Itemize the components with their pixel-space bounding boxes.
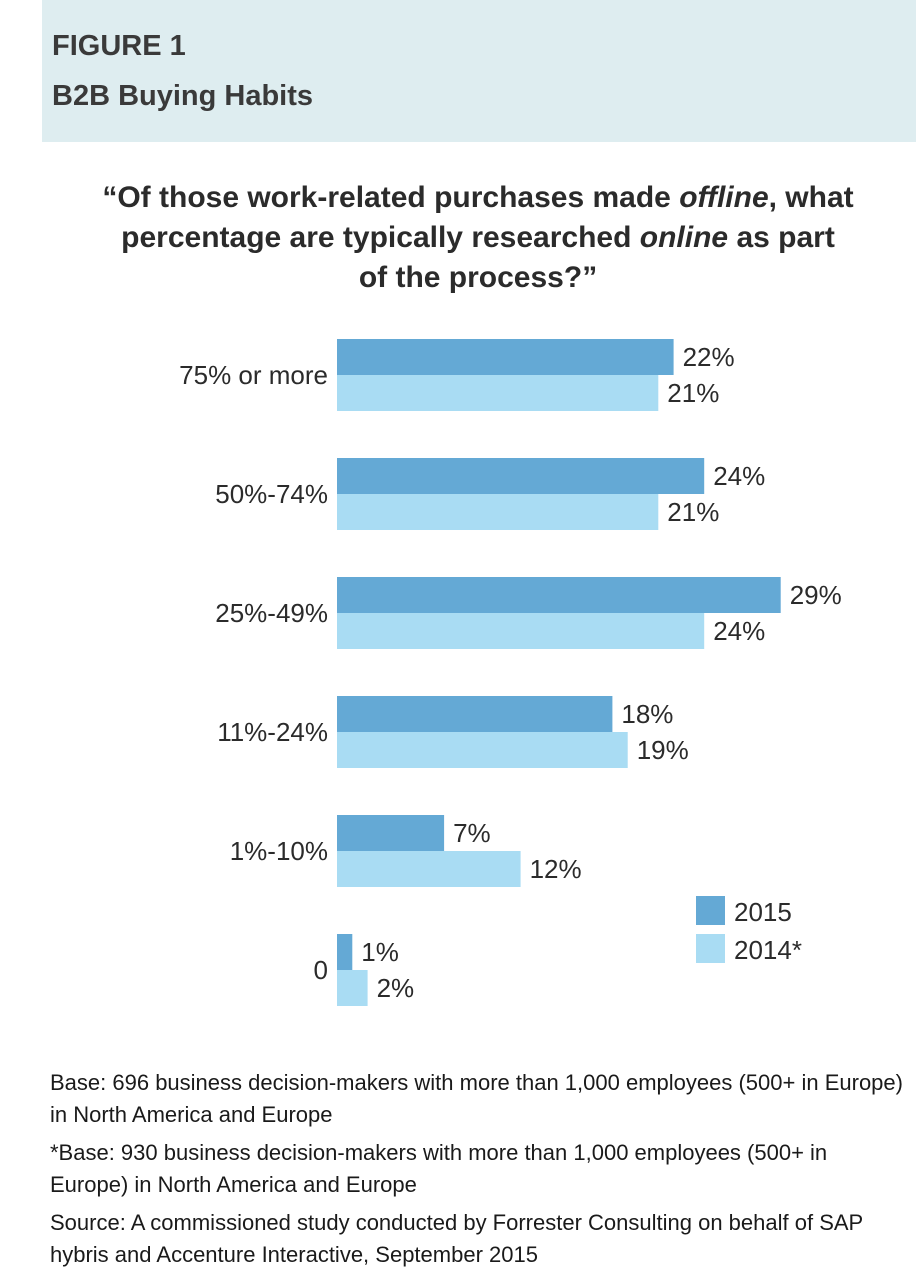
category-label: 1%-10% [230,836,328,866]
value-label: 2% [377,973,415,1003]
bar-2014-1 [337,375,659,411]
bar-chart: 75% or more 22% 21% 50%-74% 24% 21% 25%-49% 29%… [179,339,842,1006]
question-text-2b: as part [728,221,835,254]
question-em-online: online [639,221,729,254]
survey-question: “Of those work-related purchases made of… [40,178,916,298]
footnotes: Base: 696 business decision-makers with … [50,1067,910,1277]
category-label: 50%-74% [215,479,328,509]
bar-2015-4 [337,696,613,732]
bar-2014-2 [337,494,659,530]
bar-2015-3 [337,577,781,613]
bar-2015-1 [337,339,674,375]
legend-label-2015: 2015 [734,897,792,927]
legend-swatch-2015 [696,896,725,925]
question-text-1b: , what [768,181,854,214]
question-text-2a: percentage are typically researched [121,221,640,254]
question-line-1: “Of those work-related purchases made of… [40,178,916,218]
figure-title: B2B Buying Habits [52,80,314,112]
category-label: 11%-24% [217,717,328,747]
question-text-3: of the process? [358,261,583,294]
question-line-2: percentage are typically researched onli… [40,218,916,258]
bar-2014-6 [337,970,368,1006]
value-label: 7% [453,818,491,848]
question-text-1a: Of those work-related purchases made [117,181,680,214]
bar-2015-6 [337,934,353,970]
value-label: 29% [790,580,842,610]
open-quote: “ [102,181,118,214]
category-label: 25%-49% [215,598,328,628]
value-label: 24% [713,616,765,646]
question-em-offline: offline [679,181,769,214]
value-label: 12% [530,854,582,884]
close-quote: ” [582,261,598,294]
question-line-3: of the process?” [40,258,916,298]
value-label: 21% [667,378,719,408]
note-base: Base: 696 business decision-makers with … [50,1070,903,1127]
bar-2015-5 [337,815,445,851]
legend-label-2014: 2014* [734,935,802,965]
bar-2014-5 [337,851,521,887]
category-label: 75% or more [179,360,328,390]
bar-2015-2 [337,458,705,494]
value-label: 24% [713,461,765,491]
value-label: 18% [621,699,673,729]
bar-2014-3 [337,613,705,649]
bar-2014-4 [337,732,628,768]
note-source: Source: A commissioned study conducted b… [50,1210,863,1267]
figure-label: FIGURE 1 [52,30,186,62]
value-label: 21% [667,497,719,527]
legend-swatch-2014 [696,934,725,963]
category-label: 0 [314,955,328,985]
value-label: 1% [361,937,399,967]
figure-header [42,0,916,142]
note-base-2014: *Base: 930 business decision-makers with… [50,1140,828,1197]
value-label: 19% [637,735,689,765]
value-label: 22% [683,342,735,372]
